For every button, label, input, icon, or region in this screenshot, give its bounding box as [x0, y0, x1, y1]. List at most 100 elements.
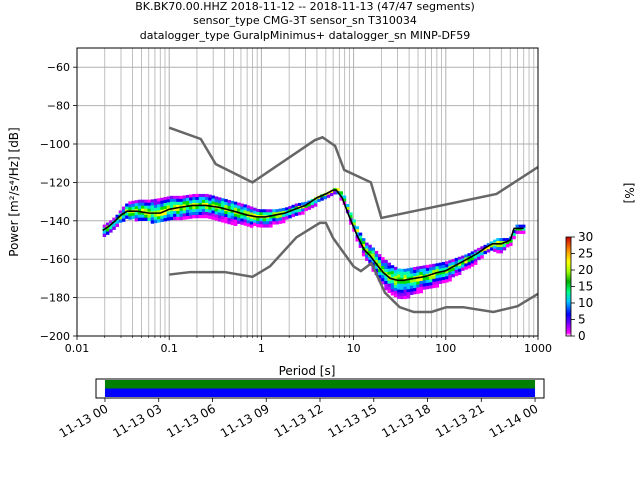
- ppsd-cell: [486, 246, 491, 250]
- ppsd-cell: [294, 203, 299, 207]
- ppsd-cell: [477, 247, 481, 252]
- ppsd-cell: [365, 248, 369, 252]
- ppsd-cell: [275, 209, 280, 213]
- ppsd-cell: [374, 253, 379, 258]
- ppsd-cell: [157, 207, 161, 211]
- ppsd-cell: [448, 269, 452, 273]
- ppsd-cell: [160, 209, 164, 214]
- ppsd-cell: [214, 217, 219, 221]
- ppsd-cell: [400, 280, 404, 285]
- ppsd-cell: [221, 216, 225, 220]
- ppsd-cell: [416, 287, 420, 291]
- ppsd-cell: [438, 265, 443, 269]
- ppsd-cell: [147, 214, 152, 218]
- ppsd-cell: [214, 214, 219, 218]
- ppsd-cell: [473, 261, 478, 265]
- ppsd-cell: [265, 209, 270, 213]
- ppsd-cell: [179, 201, 184, 206]
- ppsd-cell: [416, 290, 420, 294]
- ppsd-cell: [259, 221, 264, 225]
- ppsd-cell: [448, 263, 452, 267]
- ppsd-cell: [137, 214, 142, 218]
- ppsd-cell: [393, 293, 398, 298]
- ppsd-cell: [464, 263, 468, 267]
- ppsd-cell: [182, 216, 187, 220]
- ppsd-cell: [413, 273, 417, 277]
- ppsd-cell: [233, 222, 238, 226]
- ppsd-cell: [253, 207, 257, 212]
- ppsd-cell: [189, 200, 193, 204]
- ppsd-cell: [451, 262, 456, 266]
- ppsd-cell: [221, 219, 225, 223]
- ppsd-cell: [134, 203, 139, 207]
- ppsd-cell: [262, 209, 267, 213]
- ppsd-cell: [448, 278, 452, 282]
- ppsd-cell: [457, 259, 462, 264]
- ppsd-cell: [457, 265, 462, 270]
- ppsd-cell: [144, 214, 148, 218]
- ppsd-cell: [272, 215, 276, 219]
- ppsd-cell: [259, 224, 264, 228]
- ppsd-cell: [217, 200, 222, 204]
- ppsd-cell: [400, 274, 404, 279]
- colorbar-tick-label: 10: [578, 296, 593, 310]
- ppsd-cell: [243, 204, 248, 208]
- ppsd-cell: [233, 201, 238, 205]
- ppsd-cell: [141, 214, 145, 218]
- ppsd-cell: [406, 289, 411, 293]
- ppsd-cell: [445, 267, 449, 271]
- ppsd-cell: [429, 270, 433, 274]
- ppsd-cell: [493, 245, 497, 249]
- ppsd-cell: [429, 279, 433, 283]
- ppsd-cell: [419, 271, 424, 276]
- ppsd-cell: [416, 281, 420, 285]
- ppsd-cell: [105, 231, 110, 235]
- x-tick-label: 0.1: [160, 342, 178, 355]
- ppsd-cell: [390, 292, 395, 296]
- ppsd-cell: [285, 216, 289, 220]
- ppsd-cell: [198, 211, 203, 216]
- coverage-band-green: [104, 380, 536, 389]
- ppsd-cell: [400, 295, 404, 300]
- ppsd-cell: [166, 217, 171, 221]
- ppsd-cell: [195, 202, 200, 207]
- ppsd-cell: [489, 244, 494, 248]
- ppsd-cell: [227, 211, 232, 216]
- ppsd-cell: [281, 213, 286, 218]
- ppsd-cell: [185, 209, 190, 214]
- ppsd-cell: [214, 196, 219, 200]
- ppsd-cell: [409, 282, 414, 286]
- ppsd-cell: [422, 271, 427, 275]
- ppsd-cell: [387, 283, 392, 287]
- ppsd-cell: [182, 201, 187, 205]
- ppsd-cell: [496, 241, 500, 245]
- ppsd-cell: [121, 209, 126, 213]
- ppsd-cell: [182, 213, 187, 217]
- ppsd-cell: [211, 198, 216, 202]
- ppsd-cell: [409, 273, 414, 277]
- ppsd-cell: [365, 242, 369, 246]
- ppsd-cell: [441, 279, 446, 284]
- ppsd-cell: [173, 210, 177, 215]
- ppsd-cell: [294, 209, 299, 213]
- median-line: [102, 189, 524, 282]
- ppsd-cell: [419, 265, 424, 270]
- ppsd-cell: [381, 269, 385, 273]
- ppsd-cell: [192, 196, 196, 201]
- ppsd-cell: [230, 206, 235, 211]
- ppsd-cell: [160, 218, 164, 223]
- ppsd-cell: [256, 223, 260, 228]
- ppsd-cell: [214, 208, 219, 212]
- ppsd-cell: [141, 205, 145, 209]
- ppsd-cell: [441, 267, 446, 272]
- ppsd-cell: [301, 211, 305, 215]
- ppsd-cell: [230, 203, 235, 208]
- colorbar: 0 5 10 15 20 25 30 [%]: [565, 183, 636, 343]
- ppsd-cell: [217, 218, 222, 222]
- ppsd-cell: [425, 285, 430, 290]
- ppsd-cell: [169, 204, 174, 209]
- ppsd-cell: [233, 204, 238, 208]
- ppsd-cell: [368, 256, 372, 261]
- ppsd-cell: [509, 242, 513, 246]
- ppsd-cell: [464, 254, 468, 258]
